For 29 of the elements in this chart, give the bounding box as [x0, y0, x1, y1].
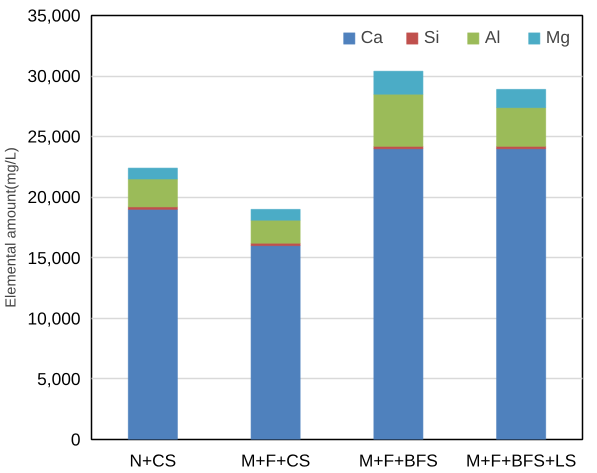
y-tick-label: 20,000: [28, 187, 80, 208]
bar: [128, 168, 178, 180]
legend-label: Al: [484, 27, 502, 48]
y-tick-label: 30,000: [28, 66, 80, 86]
x-tick-label: M+F+BFS+LS: [466, 450, 576, 470]
y-tick-label: 5,000: [37, 368, 81, 389]
x-tick-label: N+CS: [130, 450, 176, 470]
x-tick-label: M+F+CS: [240, 450, 310, 470]
bar: [128, 178, 178, 208]
bar: [373, 70, 424, 95]
y-tick-label: 15,000: [28, 248, 80, 268]
y-tick-label: 25,000: [28, 126, 80, 147]
y-tick-label: 35,000: [28, 6, 80, 26]
x-tick-label: M+F+BFS: [358, 450, 438, 470]
legend-label: Si: [424, 27, 440, 48]
legend-label: Ca: [360, 27, 383, 48]
y-axis-title: Elemental amount(mg/L): [4, 147, 20, 308]
bar: [496, 107, 546, 147]
y-tick-label: 0: [70, 430, 81, 450]
legend-label: Mg: [546, 27, 570, 48]
bar: [373, 148, 424, 440]
bar: [496, 148, 546, 440]
bar: [128, 208, 178, 440]
bar: [496, 88, 546, 108]
bar: [250, 208, 301, 221]
y-tick-label: 10,000: [28, 308, 80, 328]
bar: [250, 245, 301, 440]
bar: [373, 94, 424, 147]
bar: [250, 220, 301, 244]
